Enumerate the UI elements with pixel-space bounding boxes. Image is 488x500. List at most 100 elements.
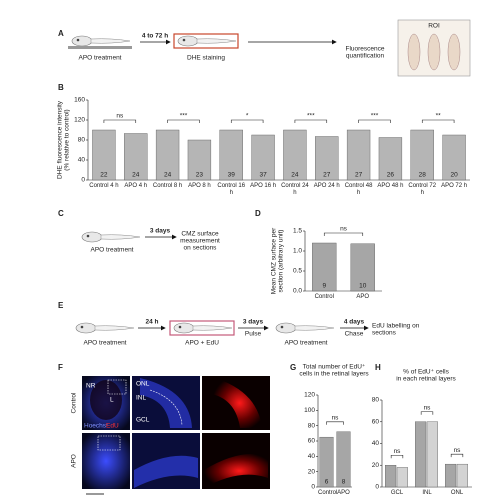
x-tick-label: APO 48 h <box>377 183 404 189</box>
step-label: sections <box>372 330 397 337</box>
tadpole-icon <box>177 35 237 47</box>
tadpole-icon <box>173 322 233 334</box>
y-tick-label: 1.5 <box>293 228 302 235</box>
y-tick-label: 100 <box>304 407 315 414</box>
bar <box>251 134 275 181</box>
image-detail <box>90 380 122 420</box>
significance-bracket <box>323 232 364 236</box>
microscopy-images <box>82 376 270 495</box>
y-tick-label: 0 <box>311 484 315 491</box>
n-label: 24 <box>132 172 140 179</box>
tadpole-icon <box>71 35 131 47</box>
bar <box>456 463 468 488</box>
layer-label: INL <box>136 395 147 402</box>
y-axis-label: DHE fluorescence intensity <box>57 100 64 179</box>
arrow-label: 3 days <box>150 228 171 235</box>
stain-label: Hoechst <box>84 423 108 430</box>
tadpole-icon <box>81 231 141 243</box>
bar <box>378 137 403 181</box>
step-label: Fluorescence <box>345 46 384 53</box>
bar <box>155 129 180 181</box>
x-tick-label: INL <box>422 490 432 496</box>
significance-label: ** <box>436 113 442 120</box>
y-tick-label: 80 <box>78 137 86 144</box>
significance-label: ns <box>332 415 340 422</box>
panel-letter: E <box>58 301 64 310</box>
step-label: APO treatment <box>84 340 127 347</box>
panel-letter: G <box>290 363 296 372</box>
inset-box <box>97 435 121 451</box>
y-tick-label: 40 <box>372 440 380 447</box>
x-tick-label: Control 16 h <box>217 183 246 196</box>
region-label: NR <box>86 383 96 390</box>
significance-label: ns <box>116 113 124 120</box>
significance-bracket <box>358 119 391 123</box>
y-tick-label: 120 <box>74 117 85 124</box>
significance-bracket <box>230 119 264 123</box>
arrow-sublabel: Chase <box>345 331 364 338</box>
x-tick-label: GCL <box>390 490 404 496</box>
y-tick-label: 0 <box>375 484 379 491</box>
image-detail <box>140 378 192 428</box>
n-label: 23 <box>196 172 204 179</box>
n-label: 27 <box>323 172 331 179</box>
y-tick-label: 0.0 <box>293 288 302 295</box>
panel-letter: D <box>255 209 261 218</box>
step-label: on sections <box>184 245 218 252</box>
panel-letter: H <box>375 363 381 372</box>
significance-bracket <box>450 453 464 458</box>
step-label: APO treatment <box>91 247 134 254</box>
step-label: APO treatment <box>79 55 122 62</box>
x-tick-label: APO 4 h <box>124 183 148 189</box>
tadpole-head <box>427 33 441 71</box>
y-tick-label: 1.0 <box>293 248 302 255</box>
x-tick-label: APO 16 h <box>250 183 277 189</box>
y-axis-label: (% relative to control) <box>64 109 71 170</box>
tadpole-head <box>407 33 421 71</box>
bar <box>312 242 337 292</box>
arrow-sublabel: Pulse <box>245 331 262 338</box>
x-tick-label: Control <box>314 294 334 300</box>
n-label: 26 <box>387 172 395 179</box>
n-label: 9 <box>322 283 326 290</box>
n-label: 20 <box>450 172 458 179</box>
significance-label: *** <box>307 113 315 120</box>
inset-box <box>107 379 127 395</box>
bar <box>319 436 334 488</box>
x-tick-label: Control 24 h <box>281 183 309 196</box>
n-label: 24 <box>291 172 299 179</box>
x-tick-label: Control 8 h <box>152 183 183 189</box>
y-tick-label: 20 <box>308 468 316 475</box>
roi-label: ROI <box>428 23 440 30</box>
row-label: Control <box>71 392 78 414</box>
n-label: 6 <box>325 479 329 486</box>
x-tick-label: APO 8 h <box>188 183 211 189</box>
n-label: 39 <box>228 172 236 179</box>
arrow-label: 3 days <box>243 319 264 326</box>
bar <box>187 139 212 181</box>
stain-label: EdU <box>106 423 119 430</box>
step-label: DHE staining <box>187 55 225 62</box>
bar <box>410 129 434 181</box>
image-detail <box>204 453 268 488</box>
y-tick-label: 80 <box>308 422 316 429</box>
step-label: EdU labelling on <box>372 323 420 330</box>
y-tick-label: 0.5 <box>293 268 302 275</box>
x-tick-label: APO <box>356 294 370 300</box>
chart-title: Total number of EdU⁺ <box>303 364 366 371</box>
significance-bracket <box>421 119 455 123</box>
bar <box>445 463 457 488</box>
significance-bracket <box>390 454 404 459</box>
arrow-label: 24 h <box>145 319 158 326</box>
y-tick-label: 40 <box>78 157 86 164</box>
arrow-label: 4 to 72 h <box>142 33 168 40</box>
significance-label: *** <box>371 113 379 120</box>
bar <box>219 129 243 181</box>
y-tick-label: 160 <box>74 97 85 104</box>
region-label: L <box>110 397 114 404</box>
bar <box>385 465 397 488</box>
y-tick-label: 40 <box>308 453 316 460</box>
x-tick-label: Control 48 h <box>344 183 373 196</box>
significance-bracket <box>103 119 137 123</box>
